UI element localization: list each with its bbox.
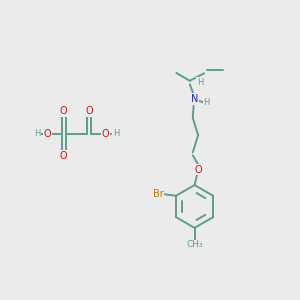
Text: H: H	[34, 129, 40, 138]
Text: O: O	[60, 106, 68, 116]
Text: H: H	[204, 98, 210, 107]
Text: Br: Br	[153, 189, 164, 199]
Text: H: H	[197, 78, 203, 87]
Text: O: O	[85, 106, 93, 116]
Text: O: O	[102, 129, 109, 139]
Text: O: O	[44, 129, 51, 139]
Text: CH₃: CH₃	[186, 240, 203, 249]
Text: O: O	[194, 165, 202, 175]
Text: H: H	[112, 129, 119, 138]
Text: N: N	[190, 94, 198, 104]
Text: O: O	[60, 151, 68, 161]
